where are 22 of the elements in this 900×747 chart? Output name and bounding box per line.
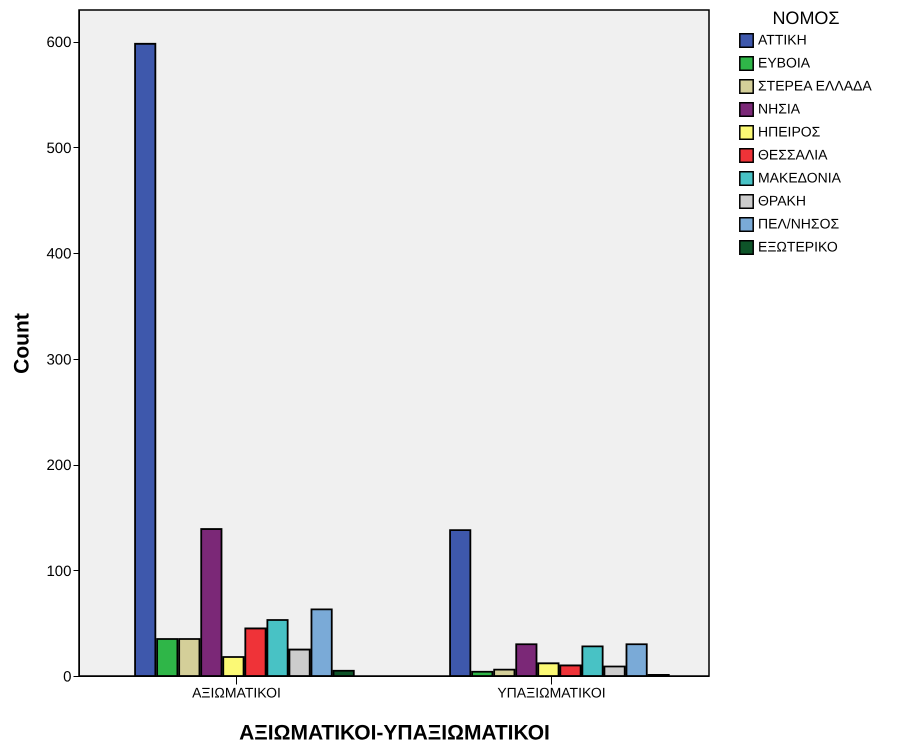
x-tick-label: ΥΠΑΞΙΩΜΑΤΙΚΟΙ — [497, 684, 606, 700]
y-tick-label: 600 — [46, 34, 72, 52]
y-tick-label: 400 — [46, 246, 72, 263]
y-tick-label: 200 — [46, 457, 72, 474]
legend-label: ΠΕΛ/ΝΗΣΟΣ — [758, 216, 840, 232]
legend-label: ΑΤΤΙΚΗ — [758, 32, 807, 48]
y-tick-label: 300 — [46, 351, 72, 368]
legend-label: ΕΞΩΤΕΡΙΚΟ — [758, 238, 838, 254]
y-tick-label: 100 — [46, 562, 72, 580]
legend-title: ΝΟΜΟΣ — [772, 8, 840, 28]
legend-label: ΗΠΕΙΡΟΣ — [758, 124, 821, 140]
y-axis-title: Count — [10, 313, 34, 374]
legend-label: ΜΑΚΕΔΟΝΙΑ — [758, 170, 842, 186]
legend-label: ΘΡΑΚΗ — [758, 192, 806, 208]
legend-label: ΘΕΣΣΑΛΙΑ — [758, 146, 828, 162]
y-tick-label: 0 — [63, 668, 72, 686]
y-tick-label: 500 — [46, 140, 72, 157]
legend-label: ΝΗΣΙΑ — [758, 100, 801, 116]
x-axis-title: ΑΞΙΩΜΑΤΙΚΟΙ-ΥΠΑΞΙΩΜΑΤΙΚΟΙ — [239, 722, 550, 744]
x-tick-label: ΑΞΙΩΜΑΤΙΚΟΙ — [192, 684, 281, 700]
legend-label: ΣΤΕΡΕΑ ΕΛΛΑΔΑ — [758, 78, 872, 94]
legend-label: ΕΥΒΟΙΑ — [758, 54, 811, 70]
